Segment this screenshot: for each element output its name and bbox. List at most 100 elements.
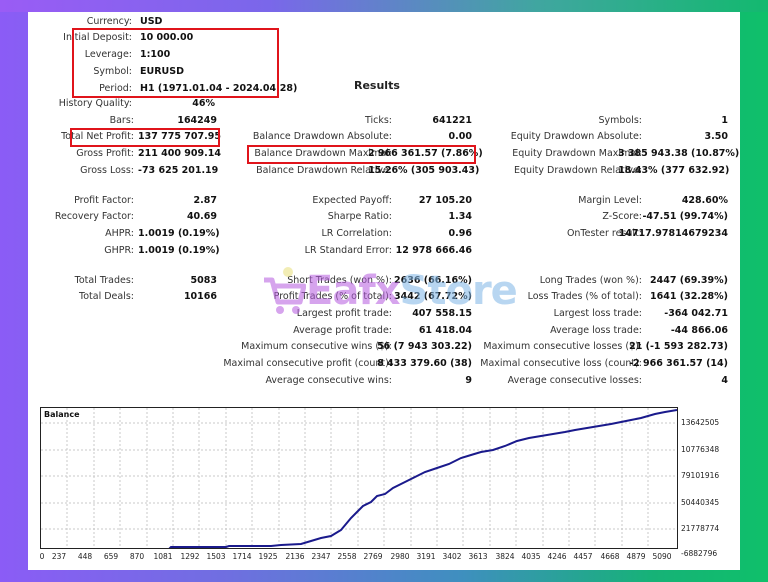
trade-label: Maximum consecutive losses ($): [483, 341, 642, 352]
ratio-value: 27 105.20 [418, 195, 472, 206]
period-label: Period: [99, 83, 132, 94]
stat-label: Equity Drawdown Maximal: [512, 148, 642, 159]
trade-value: 10166 [183, 291, 217, 302]
background-band [0, 0, 768, 12]
stat-value: 1 [721, 115, 728, 126]
ratio-label: Profit Factor: [74, 195, 134, 206]
stat-value: -73 625 201.19 [138, 165, 219, 176]
trade-label: Average consecutive wins: [265, 375, 392, 386]
trade-value: 2447 (69.39%) [650, 275, 728, 286]
ratio-label: AHPR: [105, 228, 134, 239]
trade-label: Average profit trade: [293, 325, 392, 336]
initial-deposit-value: 10 000.00 [140, 32, 194, 43]
x-tick: 3191 [416, 552, 436, 561]
y-tick: 79101916 [681, 471, 720, 480]
x-tick: 1292 [180, 552, 200, 561]
stat-value: 2 966 361.57 (7.86%) [368, 148, 483, 159]
y-tick: 13642505 [681, 418, 720, 427]
leverage-value: 1:100 [140, 49, 171, 60]
ratio-label: Margin Level: [578, 195, 642, 206]
header-highlight-box [72, 28, 279, 98]
y-tick: 50440345 [681, 498, 720, 507]
balance-drawdown-highlight-box [247, 145, 476, 164]
trade-value: 1641 (32.28%) [650, 291, 728, 302]
stat-value: 641221 [432, 115, 472, 126]
trade-value: 2636 (66.16%) [394, 275, 472, 286]
x-tick: 3402 [442, 552, 462, 561]
trade-label: Loss Trades (% of total): [527, 291, 642, 302]
x-tick: 2347 [311, 552, 331, 561]
ratio-label: Z-Score: [602, 211, 642, 222]
x-tick: 0 [39, 552, 45, 561]
x-tick: 2136 [285, 552, 305, 561]
stat-label: Gross Profit: [76, 148, 134, 159]
stat-value: 18.43% (377 632.92) [618, 165, 730, 176]
trade-label: Short Trades (won %): [287, 275, 392, 286]
ratio-value: 2.87 [193, 195, 217, 206]
trade-label: Maximum consecutive wins ($): [241, 341, 392, 352]
trade-value: 3442 (67.72%) [394, 291, 472, 302]
trade-label: Average loss trade: [550, 325, 642, 336]
ratio-label: Sharpe Ratio: [327, 211, 392, 222]
ratio-label: Recovery Factor: [54, 211, 134, 222]
x-tick: 3824 [495, 552, 515, 561]
ratio-label: LR Standard Error: [304, 245, 392, 256]
history-quality-row: History Quality: 46% [28, 96, 740, 112]
stat-value: 0.00 [448, 131, 472, 142]
ratio-value: 12 978 666.46 [395, 245, 472, 256]
ratio-value: 428.60% [681, 195, 728, 206]
ratio-label: GHPR: [104, 245, 134, 256]
x-tick: 4457 [573, 552, 593, 561]
currency-row: Currency: USD [28, 14, 740, 30]
y-tick: -6882796 [681, 549, 718, 558]
ratio-label: LR Correlation: [321, 228, 393, 239]
x-tick: 5090 [652, 552, 672, 561]
trade-value: -364 042.71 [664, 308, 728, 319]
trade-label: Average consecutive losses: [507, 375, 642, 386]
results-title: Results [354, 79, 400, 92]
currency-label: Currency: [86, 16, 132, 27]
trade-value: 9 [465, 375, 472, 386]
ratio-value: -47.51 (99.74%) [642, 211, 728, 222]
initial-deposit-label: Initial Deposit: [63, 32, 132, 43]
x-tick: 237 [51, 552, 67, 561]
stat-label: Total Net Profit: [61, 131, 134, 142]
stat-value: 15.26% (305 903.43) [368, 165, 480, 176]
stat-value: 3 385 943.38 (10.87%) [618, 148, 740, 159]
ratio-label: Expected Payoff: [312, 195, 392, 206]
y-tick: 21778774 [681, 524, 720, 533]
x-tick: 659 [103, 552, 119, 561]
balance-chart: Balance [40, 407, 678, 549]
trade-label: Maximal consecutive profit (count): [223, 358, 392, 369]
x-tick: 1714 [232, 552, 252, 561]
symbol-value: EURUSD [140, 66, 184, 77]
trade-value: 21 (-1 593 282.73) [629, 341, 728, 352]
stat-label: Symbols: [598, 115, 642, 126]
trade-value: 4 [721, 375, 728, 386]
x-tick: 1503 [206, 552, 226, 561]
balance-line [41, 409, 677, 548]
x-tick: 448 [77, 552, 93, 561]
ratio-value: 1.34 [448, 211, 472, 222]
trade-label: Profit Trades (% of total): [273, 291, 392, 302]
ratio-value: 14717.97814679234 [618, 228, 728, 239]
stat-label: Balance Drawdown Maximal: [254, 148, 392, 159]
x-tick: 1081 [153, 552, 173, 561]
trade-label: Total Trades: [74, 275, 134, 286]
x-tick: 870 [129, 552, 145, 561]
trade-value: 5083 [190, 275, 217, 286]
leverage-row: Leverage: 1:100 [28, 47, 740, 63]
ratio-value: 0.96 [448, 228, 472, 239]
trade-value: 8 433 379.60 (38) [377, 358, 472, 369]
stat-value: 211 400 909.14 [138, 148, 221, 159]
stat-label: Equity Drawdown Absolute: [510, 131, 642, 142]
stat-value: 164249 [177, 115, 217, 126]
symbol-label: Symbol: [93, 66, 132, 77]
stat-value: 137 775 707.95 [138, 131, 221, 142]
trade-label: Largest profit trade: [296, 308, 392, 319]
stat-label: Balance Drawdown Relative: [256, 165, 392, 176]
trade-label: Total Deals: [79, 291, 134, 302]
history-quality-value: 46% [192, 98, 215, 109]
currency-value: USD [140, 16, 163, 27]
x-tick: 2558 [337, 552, 357, 561]
